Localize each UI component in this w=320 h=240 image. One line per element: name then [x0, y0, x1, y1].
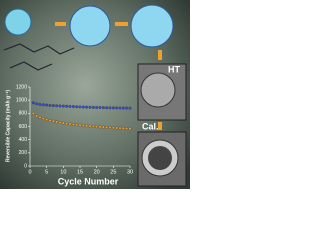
data-point [78, 105, 82, 109]
annotation: HT [168, 64, 180, 74]
data-point [45, 103, 49, 107]
data-point [121, 126, 125, 130]
x-tick-label: 20 [94, 169, 100, 175]
data-point [115, 126, 119, 130]
data-point [118, 106, 122, 110]
data-point [48, 103, 52, 107]
data-point [68, 104, 72, 108]
data-point [105, 106, 109, 110]
data-point [115, 106, 119, 110]
data-point [95, 106, 99, 109]
data-point [51, 104, 55, 108]
x-tick-label: 30 [127, 169, 133, 175]
data-point [85, 124, 89, 128]
page: HT Cal. Cycle Number Reversible Capacity… [0, 0, 190, 189]
data-point [68, 122, 72, 126]
data-point [121, 106, 125, 110]
data-point [128, 127, 132, 131]
y-tick-label: 200 [19, 150, 28, 156]
data-point [101, 106, 105, 110]
x-axis-label: Cycle Number [58, 176, 119, 186]
data-point [48, 119, 52, 123]
data-point [111, 106, 115, 110]
data-point [61, 121, 65, 125]
data-point [71, 105, 75, 109]
data-point [51, 119, 55, 123]
data-point [108, 106, 112, 110]
data-point [38, 115, 42, 119]
x-tick-label: 10 [60, 169, 66, 175]
x-tick-label: 0 [28, 169, 31, 175]
data-point [105, 125, 109, 129]
annotation: Cal. [142, 121, 159, 131]
data-point [71, 122, 75, 126]
y-axis-label: Reversible Capacity (mAh g⁻¹) [5, 90, 11, 162]
data-point [88, 105, 92, 109]
data-point [55, 120, 59, 124]
data-point [98, 106, 102, 109]
data-point [128, 106, 132, 110]
data-point [98, 125, 102, 129]
x-tick-label: 25 [110, 169, 116, 175]
data-point [38, 102, 42, 106]
data-point [125, 127, 129, 130]
y-tick-label: 400 [19, 137, 28, 143]
illustration [3, 4, 187, 187]
data-point [101, 125, 105, 129]
data-point [65, 104, 69, 108]
y-tick-label: 800 [19, 111, 28, 117]
data-point [91, 105, 95, 109]
data-point [41, 103, 45, 107]
chart: HT Cal. Cycle Number Reversible Capacity… [0, 0, 190, 189]
data-point [75, 105, 79, 109]
y-tick-label: 1200 [16, 84, 27, 90]
data-point [125, 106, 129, 110]
data-point [45, 118, 49, 122]
y-tick-label: 1000 [16, 97, 27, 103]
data-point [35, 114, 39, 118]
data-point [78, 123, 82, 127]
x-tick-label: 5 [45, 169, 48, 175]
data-point [55, 104, 59, 108]
data-point [41, 117, 45, 121]
data-point [88, 124, 92, 128]
data-point [61, 104, 65, 108]
y-tick-label: 600 [19, 124, 28, 130]
data-point [95, 125, 99, 129]
data-point [91, 124, 95, 128]
data-point [81, 124, 85, 127]
data-point [31, 101, 35, 105]
data-point [65, 122, 69, 125]
x-tick-label: 15 [77, 169, 83, 175]
data-point [58, 121, 62, 124]
data-point [35, 102, 39, 106]
data-point [81, 105, 85, 109]
data-point [111, 126, 115, 130]
y-tick-label: 0 [24, 163, 27, 169]
data-point [31, 111, 35, 115]
data-point [118, 126, 122, 130]
data-point [85, 105, 89, 109]
data-point [108, 126, 112, 130]
data-point [75, 123, 79, 127]
data-point [58, 104, 62, 108]
